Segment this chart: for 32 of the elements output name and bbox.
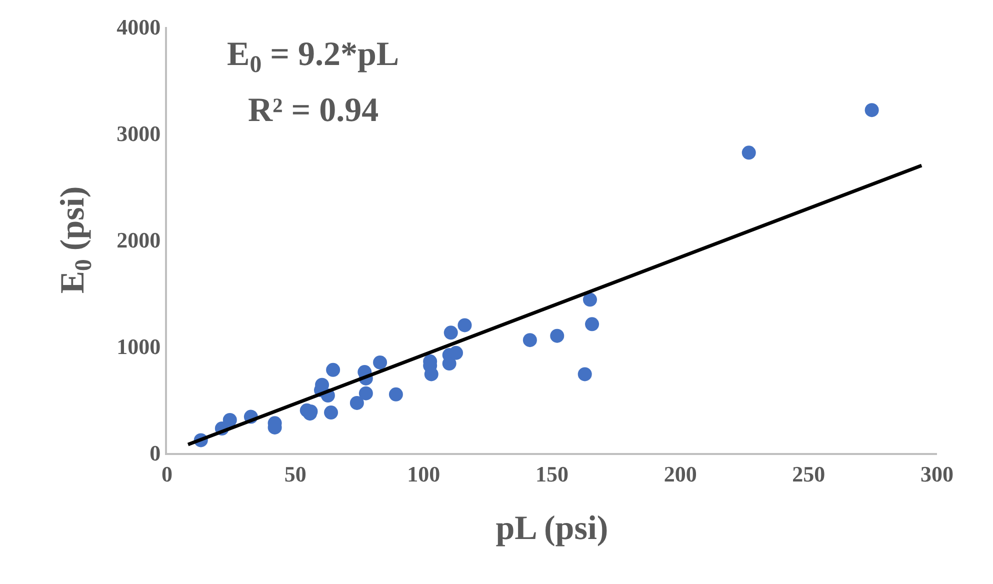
point [424, 367, 438, 382]
point [388, 387, 403, 402]
point [550, 328, 564, 343]
point [326, 362, 340, 377]
point [585, 317, 600, 332]
y-tick-label: 0 [150, 440, 161, 466]
annotation: R² = 0.94 [248, 92, 379, 129]
y-tick-label: 2000 [116, 228, 161, 253]
x-tick-label: 100 [407, 461, 440, 486]
x-tick-label: 250 [792, 461, 826, 486]
y-tick-label: 3000 [116, 121, 161, 146]
x-tick-label: 150 [536, 461, 568, 486]
point [522, 333, 537, 348]
x-axis-title: pL (psi) [496, 510, 608, 548]
point [742, 146, 756, 160]
point [582, 292, 597, 307]
point [444, 326, 458, 340]
point [373, 355, 388, 370]
point [578, 367, 592, 382]
point [449, 346, 464, 360]
y-tick-label: 4000 [116, 14, 161, 40]
point [222, 412, 237, 427]
annotation: E$_{0}$ = 9.2*pL [227, 36, 400, 78]
point [458, 318, 472, 332]
point [350, 396, 364, 410]
point [324, 406, 338, 420]
x-tick-label: 200 [664, 461, 697, 486]
x-tick-label: 300 [920, 461, 954, 486]
point [358, 386, 373, 400]
point [864, 103, 879, 118]
y-tick-label: 1000 [116, 334, 161, 360]
x-tick-label: 50 [284, 461, 306, 486]
